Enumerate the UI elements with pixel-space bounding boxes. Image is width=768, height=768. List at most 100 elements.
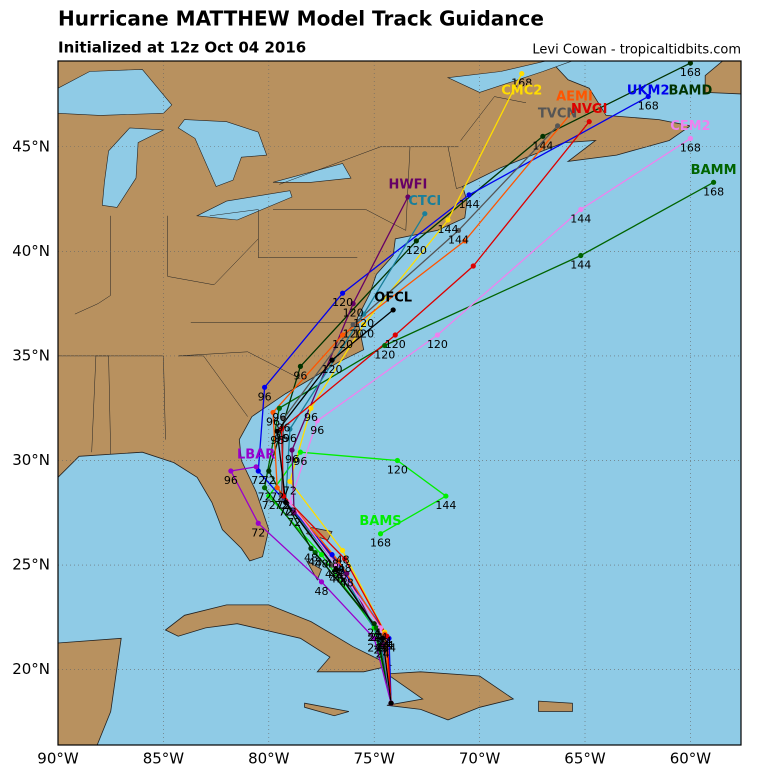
track-line (229, 466, 392, 704)
track-point (555, 123, 561, 129)
x-tick-label: 80°W (248, 750, 290, 768)
track-point (392, 332, 398, 338)
forecast-hour: 120 (427, 338, 448, 351)
track-point (261, 485, 268, 491)
forecast-hour: 144 (448, 233, 469, 246)
forecast-hour: 96 (274, 432, 288, 445)
track-point (287, 426, 293, 432)
y-tick-label: 35°N (12, 346, 50, 364)
forecast-hour: 168 (703, 185, 724, 198)
forecast-hour: 72 (277, 499, 291, 512)
track-point (228, 468, 234, 474)
track-point (361, 311, 367, 317)
track-point (266, 493, 272, 499)
lake (446, 61, 573, 93)
track-point (462, 238, 468, 244)
track-point (377, 625, 384, 631)
forecast-hour: 24 (376, 648, 390, 661)
credit: Levi Cowan - tropicaltidbits.com (532, 43, 741, 58)
track-point (253, 464, 259, 470)
forecast-hour: 72 (283, 505, 297, 518)
forecast-hour: 96 (304, 411, 318, 424)
track-point (276, 405, 282, 411)
track-point (371, 621, 377, 627)
forecast-hour: 24 (367, 627, 381, 640)
forecast-hour: 24 (382, 641, 396, 654)
track-point (333, 562, 339, 568)
track-point (470, 263, 476, 269)
land-area (58, 637, 122, 745)
forecast-hour: 120 (332, 338, 353, 351)
border (74, 215, 111, 315)
forecast-hour: 24 (378, 635, 392, 648)
track-labels: 24 48 72 96 120 144 168 BAMS 24 48 72 96 120 144 168 BA… (224, 66, 737, 661)
track-points (228, 61, 717, 706)
track-point (578, 252, 584, 259)
track-point (278, 426, 285, 432)
border (209, 209, 259, 258)
track-point (337, 566, 344, 572)
forecast-hour: 144 (570, 213, 591, 226)
track-point (308, 545, 314, 551)
track-point (270, 409, 276, 416)
forecast-hour: 72 (262, 499, 276, 512)
track-point (380, 635, 386, 641)
track-name: BAMM (691, 163, 737, 178)
track-point (339, 290, 346, 296)
track-point (377, 531, 384, 537)
track-name: BAMD (669, 84, 713, 99)
land-area (385, 671, 515, 721)
forecast-hour: 96 (270, 434, 284, 447)
track-point (344, 570, 350, 577)
border (58, 355, 166, 440)
forecast-hour: 96 (266, 415, 280, 428)
track-point (445, 217, 451, 223)
forecast-hour: 48 (308, 556, 322, 569)
border (460, 96, 527, 141)
lake (196, 190, 293, 221)
track-line (267, 451, 448, 704)
track-point (297, 449, 304, 455)
track-point (394, 457, 400, 464)
forecast-hour: 120 (332, 296, 353, 309)
y-tick-label: 25°N (12, 556, 50, 574)
track-point (434, 332, 441, 338)
track-point (280, 493, 287, 499)
border (447, 146, 463, 189)
forecast-hour: 72 (287, 516, 301, 529)
forecast-hour: 72 (283, 484, 297, 497)
track-line (257, 96, 649, 704)
forecast-hour: 24 (367, 631, 381, 644)
forecast-hour: 96 (258, 390, 272, 403)
track-name: CTCI (408, 194, 441, 209)
track-point (519, 70, 525, 77)
track-name: BAMS (359, 514, 401, 529)
forecast-hour: 48 (336, 553, 350, 566)
forecast-hour: 168 (680, 66, 701, 79)
track-point (274, 485, 280, 491)
border (273, 146, 411, 231)
forecast-hour: 48 (340, 576, 354, 589)
track-point (333, 566, 339, 572)
land-area (304, 702, 350, 717)
border (91, 355, 97, 453)
track-point (466, 192, 472, 198)
track-point (312, 549, 318, 556)
forecast-hour: 96 (285, 453, 299, 466)
border (167, 215, 259, 286)
track-point (361, 321, 367, 328)
track-point (405, 194, 411, 200)
forecast-hour: 96 (224, 474, 238, 487)
forecast-hour: 120 (374, 348, 395, 361)
track-point (710, 179, 717, 185)
y-tick-label: 40°N (12, 242, 50, 260)
track-point (342, 556, 348, 562)
axes: 90°W 85°W 80°W 75°W 70°W 65°W 60°W 20°N 25°N 30°N… (12, 137, 711, 767)
forecast-hour: 96 (277, 422, 291, 435)
forecast-hour: 24 (378, 637, 392, 650)
track-point (297, 363, 304, 369)
border (178, 351, 301, 380)
track-point (329, 357, 335, 363)
forecast-hour: 96 (272, 411, 286, 424)
